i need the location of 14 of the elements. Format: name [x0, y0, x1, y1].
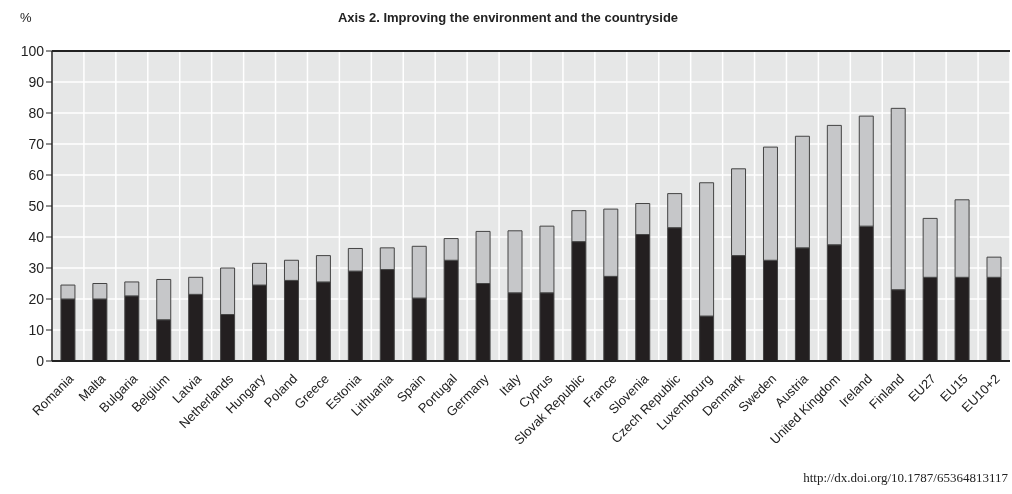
y-tick-label: 90 — [28, 73, 45, 90]
y-tick-label: 30 — [28, 259, 45, 276]
y-tick-label: 60 — [28, 166, 45, 183]
y-tick-label: 80 — [28, 104, 45, 121]
y-tick-label: 40 — [28, 228, 45, 245]
y-tick-label: 100 — [20, 42, 45, 59]
y-axis-title: % — [20, 10, 32, 25]
chart-title: Axis 2. Improving the environment and the countryside — [337, 10, 679, 25]
y-tick-label: 0 — [36, 352, 45, 369]
y-tick-label: 10 — [28, 321, 45, 338]
text: http://dx.doi.org/10.1787/65364813117 — [803, 470, 1008, 486]
y-tick-label: 50 — [28, 197, 45, 214]
y-tick-label: 70 — [28, 135, 45, 152]
y-tick-label: 20 — [28, 290, 45, 307]
